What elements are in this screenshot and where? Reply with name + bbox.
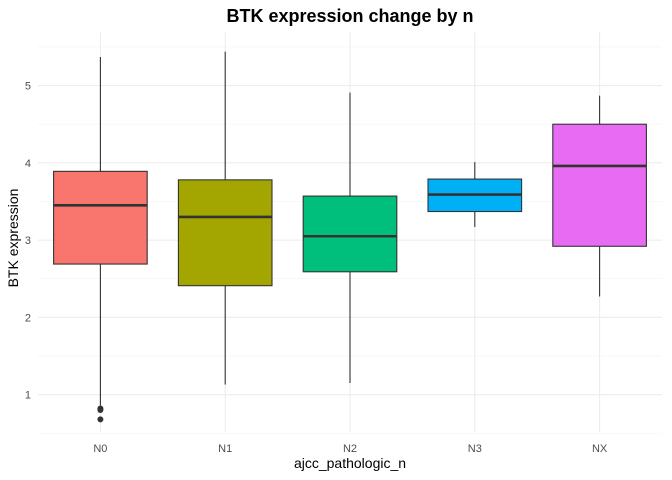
box-n3 <box>427 162 523 227</box>
iqr-box <box>53 170 148 265</box>
boxes <box>53 51 647 423</box>
chart-title: BTK expression change by n <box>226 6 473 26</box>
x-tick-label: N3 <box>468 443 482 455</box>
box-nx <box>552 95 647 297</box>
y-tick-label: 5 <box>25 81 31 93</box>
outlier-point <box>97 416 104 423</box>
outlier-point <box>97 407 104 414</box>
box-n1 <box>177 51 273 385</box>
y-tick-label: 3 <box>25 235 31 247</box>
y-tick-label: 2 <box>25 312 31 324</box>
iqr-box <box>302 195 398 273</box>
y-tick-label: 4 <box>25 158 31 170</box>
tick-labels: 1 2 3 4 5 N0 N1 N2 N3 NX <box>25 81 608 455</box>
iqr-box <box>177 179 273 287</box>
box-n0 <box>53 57 148 423</box>
y-axis-label: BTK expression <box>5 189 21 288</box>
x-tick-label: NX <box>592 443 608 455</box>
x-tick-label: N0 <box>93 443 107 455</box>
x-axis-label: ajcc_pathologic_n <box>294 455 406 471</box>
x-tick-label: N1 <box>218 443 232 455</box>
iqr-box <box>552 123 647 247</box>
y-tick-label: 1 <box>25 390 31 402</box>
box-n2 <box>302 92 398 384</box>
x-tick-label: N2 <box>343 443 357 455</box>
